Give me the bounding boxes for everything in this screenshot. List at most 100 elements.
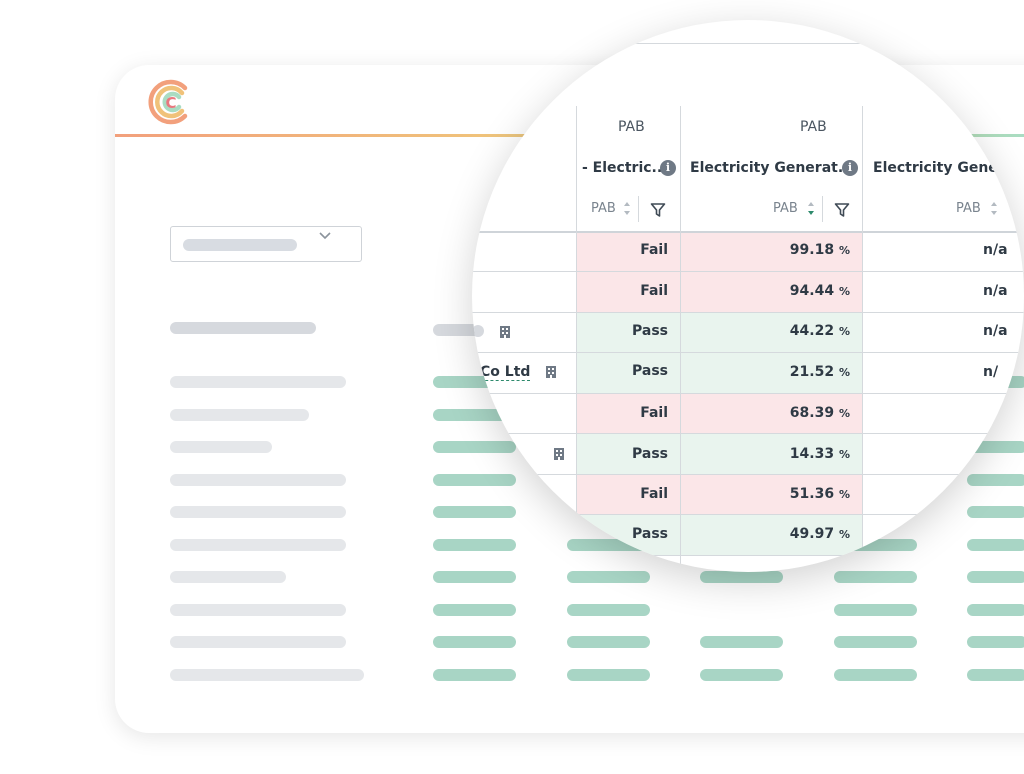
cell-placeholder bbox=[433, 604, 516, 616]
cell-placeholder bbox=[967, 474, 1024, 486]
status-cell bbox=[576, 433, 680, 474]
value-cell bbox=[680, 231, 863, 271]
percentage-value: 14.33 % bbox=[789, 446, 850, 462]
status-cell bbox=[576, 312, 680, 352]
divider bbox=[472, 271, 1024, 272]
zoomed-table: PAB - Electric... i PAB PAB Electricity … bbox=[472, 20, 1024, 572]
divider bbox=[472, 312, 1024, 313]
info-icon[interactable]: i bbox=[842, 160, 858, 176]
status-cell bbox=[576, 271, 680, 312]
divider bbox=[472, 474, 1024, 475]
cell-placeholder bbox=[967, 636, 1024, 648]
cell-placeholder bbox=[967, 441, 1024, 453]
sort-icon[interactable] bbox=[622, 199, 632, 219]
info-icon[interactable]: i bbox=[660, 160, 676, 176]
divider bbox=[472, 352, 1024, 353]
cell-placeholder bbox=[433, 539, 516, 551]
percentage-value: 21.52 % bbox=[789, 364, 850, 380]
cell-placeholder bbox=[567, 669, 650, 681]
cell-placeholder bbox=[433, 506, 516, 518]
cell-placeholder bbox=[967, 669, 1024, 681]
divider bbox=[472, 514, 1024, 515]
divider bbox=[576, 106, 577, 572]
column-top-label: PAB bbox=[618, 119, 645, 135]
section-title-placeholder bbox=[170, 322, 316, 334]
na-value: n/ bbox=[983, 364, 999, 380]
cell-placeholder bbox=[433, 571, 516, 583]
list-item bbox=[170, 636, 346, 648]
column-sub-label: PAB bbox=[773, 201, 798, 216]
sort-icon[interactable] bbox=[989, 199, 999, 219]
value-cell bbox=[680, 393, 863, 433]
status-text: Fail bbox=[640, 242, 668, 258]
cell-placeholder bbox=[433, 669, 516, 681]
cell-placeholder bbox=[834, 604, 917, 616]
list-item bbox=[170, 376, 346, 388]
name-placeholder bbox=[472, 325, 484, 337]
status-cell bbox=[576, 393, 680, 433]
status-text: Fail bbox=[640, 283, 668, 299]
list-item bbox=[170, 604, 346, 616]
cell-placeholder bbox=[567, 571, 650, 583]
status-text: Fail bbox=[640, 405, 668, 421]
column-header-title[interactable]: Electricity Generat... bbox=[690, 160, 854, 176]
divider bbox=[472, 555, 1024, 556]
status-text: Pass bbox=[632, 363, 668, 379]
na-value: n/a bbox=[983, 283, 1008, 299]
percentage-value: 49.97 % bbox=[789, 526, 850, 542]
list-item bbox=[170, 506, 346, 518]
divider bbox=[638, 196, 639, 222]
value-cell bbox=[680, 474, 863, 514]
percentage-value: 68.39 % bbox=[789, 405, 850, 421]
na-value: n/a bbox=[983, 242, 1008, 258]
percentage-value: 99.18 % bbox=[789, 242, 850, 258]
company-name-link[interactable]: Co Ltd bbox=[480, 364, 531, 381]
list-item bbox=[170, 441, 272, 453]
cell-placeholder bbox=[967, 604, 1024, 616]
cell-placeholder bbox=[834, 669, 917, 681]
cell-placeholder bbox=[567, 604, 650, 616]
percentage-value: 44.22 % bbox=[789, 323, 850, 339]
filter-icon[interactable] bbox=[834, 202, 850, 218]
cell-placeholder bbox=[433, 441, 516, 453]
column-sub-label: PAB bbox=[956, 201, 981, 216]
list-item bbox=[170, 474, 346, 486]
filter-icon[interactable] bbox=[650, 202, 666, 218]
building-icon[interactable] bbox=[544, 365, 558, 379]
magnifier-lens: PAB - Electric... i PAB PAB Electricity … bbox=[472, 20, 1024, 572]
column-header-title[interactable]: - Electric... bbox=[582, 160, 668, 176]
value-cell bbox=[680, 514, 863, 555]
building-icon[interactable] bbox=[552, 447, 566, 461]
cell-placeholder bbox=[433, 474, 516, 486]
cell-placeholder bbox=[700, 636, 783, 648]
divider bbox=[862, 106, 863, 572]
cell-placeholder bbox=[834, 636, 917, 648]
value-cell bbox=[680, 433, 863, 474]
cell-placeholder bbox=[967, 571, 1024, 583]
filter-dropdown[interactable] bbox=[170, 226, 362, 262]
column-header-title[interactable]: Electricity Gene bbox=[873, 160, 998, 176]
cell-placeholder bbox=[567, 636, 650, 648]
building-icon[interactable] bbox=[498, 325, 512, 339]
status-text: Pass bbox=[632, 526, 668, 542]
cell-placeholder bbox=[433, 636, 516, 648]
sort-descending-icon[interactable] bbox=[806, 199, 816, 219]
divider bbox=[680, 106, 681, 572]
cell-placeholder bbox=[967, 539, 1024, 551]
value-cell bbox=[680, 352, 863, 393]
cell-placeholder bbox=[700, 571, 783, 583]
cell-placeholder bbox=[700, 669, 783, 681]
list-item bbox=[170, 669, 364, 681]
list-item bbox=[170, 409, 309, 421]
list-item bbox=[170, 571, 286, 583]
cell-placeholder bbox=[967, 506, 1024, 518]
status-cell bbox=[576, 352, 680, 393]
divider bbox=[472, 393, 1024, 394]
divider bbox=[822, 196, 823, 222]
divider bbox=[632, 43, 1024, 44]
dropdown-placeholder bbox=[183, 239, 297, 251]
list-item bbox=[170, 539, 346, 551]
status-text: Pass bbox=[632, 323, 668, 339]
column-top-label: PAB bbox=[800, 119, 827, 135]
status-cell bbox=[576, 231, 680, 271]
